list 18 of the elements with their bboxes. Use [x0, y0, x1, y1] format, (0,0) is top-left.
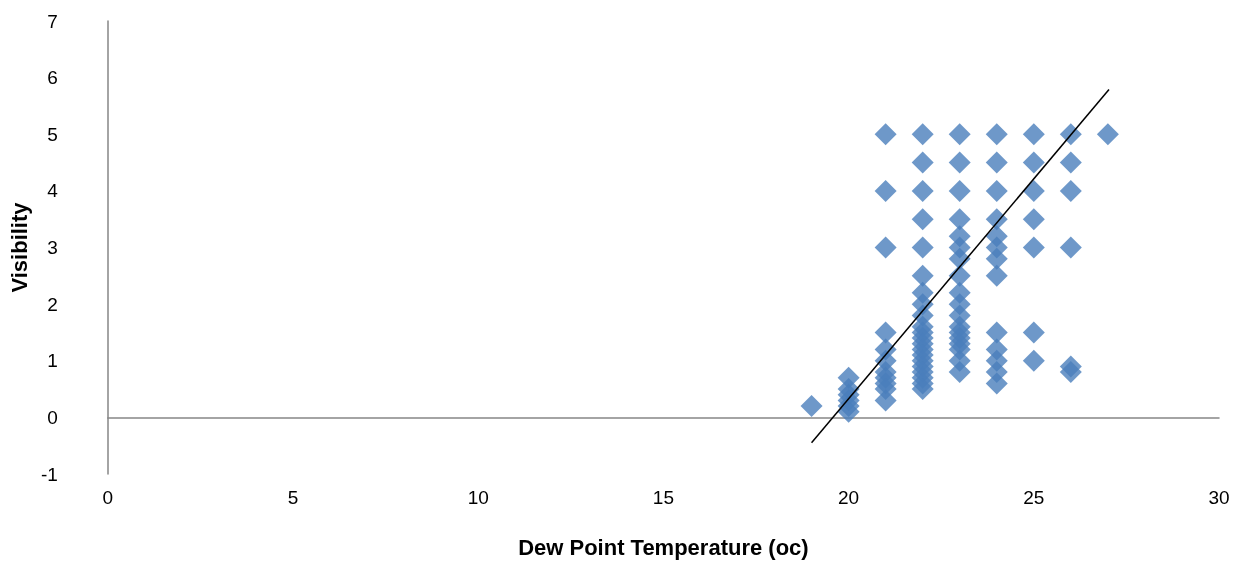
- y-tick-label: 5: [47, 123, 58, 145]
- y-tick-label: 0: [47, 406, 58, 428]
- y-axis-title: Visibility: [6, 201, 32, 293]
- y-tick-label: -1: [40, 463, 58, 485]
- x-tick-label: 20: [838, 487, 860, 508]
- y-tick-label: 7: [47, 10, 58, 32]
- x-tick-label: 0: [102, 487, 114, 508]
- x-tick-label: 5: [287, 487, 299, 508]
- y-tick-label: 4: [47, 180, 59, 202]
- y-tick-label: 2: [47, 293, 58, 315]
- x-tick-label: 30: [1208, 487, 1230, 508]
- x-tick-label: 15: [652, 487, 674, 508]
- x-tick-label: 25: [1023, 487, 1045, 508]
- y-tick-label: 1: [47, 350, 58, 372]
- x-tick-label: 10: [467, 487, 489, 508]
- x-axis-title: Dew Point Temperature (oc): [518, 534, 809, 560]
- y-tick-label: 3: [47, 237, 58, 258]
- y-tick-label: 6: [47, 67, 58, 89]
